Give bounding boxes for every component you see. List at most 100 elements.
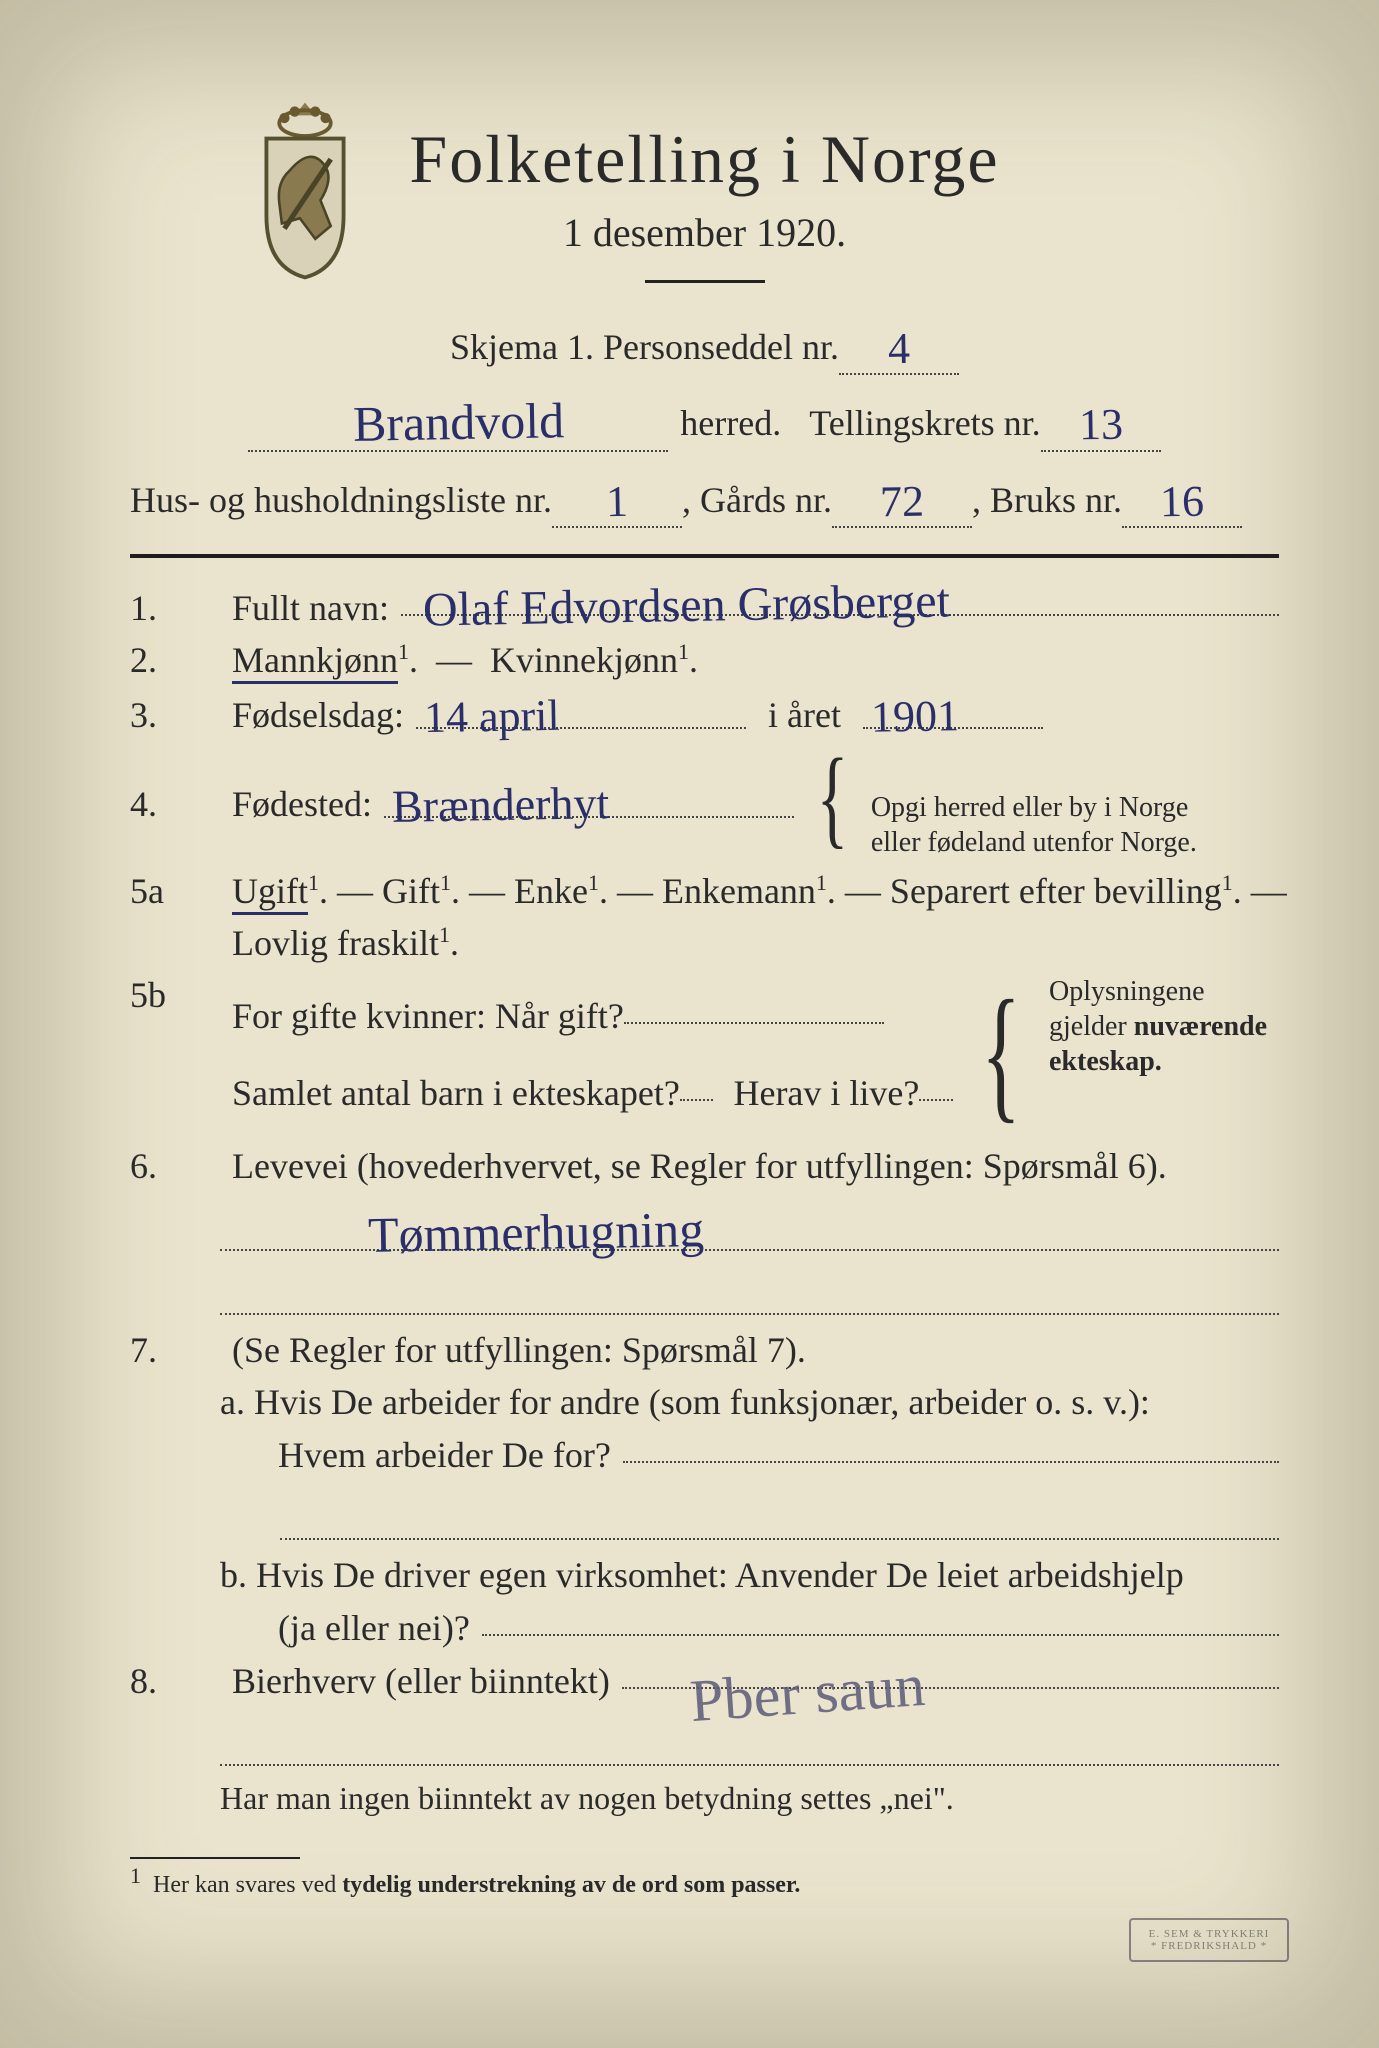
q2-opt-mann: Mannkjønn	[232, 640, 398, 684]
herred-line: Brandvold herred. Tellingskrets nr. 13	[130, 389, 1279, 457]
footnote: 1 Her kan svares ved tydelig understrekn…	[130, 1863, 1279, 1899]
q6-field-1: Tømmerhugning	[220, 1203, 1279, 1251]
q5b-line2: Samlet antal barn i ekteskapet? Herav i …	[232, 1059, 953, 1127]
q5b-line2-pre: Samlet antal barn i ekteskapet?	[232, 1059, 680, 1127]
q8-label: Bierhverv (eller biinntekt)	[232, 1660, 610, 1702]
gards-field: 72	[832, 466, 972, 534]
husliste-value: 1	[598, 479, 637, 524]
q3-year-field: 1901	[863, 691, 1043, 735]
q5b-num: 5b	[130, 974, 220, 1016]
q5a-ugift: Ugift	[232, 871, 308, 915]
header-rule	[130, 554, 1279, 558]
header: Folketelling i Norge 1 desember 1920. Sk…	[130, 120, 1279, 534]
q4-row: 4. Fødested: Brænderhyt { Opgi herred el…	[130, 746, 1279, 860]
q6-row: 6. Levevei (hovederhvervet, se Regler fo…	[130, 1145, 1279, 1187]
q6-num: 6.	[130, 1145, 220, 1187]
q5a-num: 5a	[130, 870, 220, 912]
q3-daymonth-field: 14 april	[416, 691, 746, 735]
husliste-field: 1	[552, 466, 682, 534]
q7b-row2: (ja eller nei)?	[220, 1606, 1279, 1649]
q3-row: 3. Fødselsdag: 14 april i året 1901	[130, 691, 1279, 736]
personseddel-nr-value: 4	[880, 327, 919, 372]
q2-options: Mannkjønn1. — Kvinnekjønn1.	[232, 639, 698, 681]
stamp-line1: E. SEM & TRYKKERI	[1131, 1928, 1287, 1940]
printer-stamp: E. SEM & TRYKKERI * FREDRIKSHALD *	[1129, 1918, 1289, 1962]
q7a-line2: Hvem arbeider De for?	[278, 1434, 611, 1476]
tellingskrets-value: 13	[1070, 403, 1131, 448]
personseddel-nr-field: 4	[839, 313, 959, 381]
q5b-row: 5b For gifte kvinner: Når gift? Samlet a…	[130, 974, 1279, 1135]
q3-year: 1901	[863, 694, 968, 740]
q5b-live-field	[919, 1071, 953, 1105]
q7a-pre: a. Hvis De arbeider for andre (som funks…	[220, 1381, 1150, 1423]
q4-num: 4.	[130, 783, 220, 825]
bruks-label: , Bruks nr.	[972, 466, 1122, 534]
q7-num: 7.	[130, 1329, 220, 1371]
q7a-row2: Hvem arbeider De for?	[220, 1433, 1279, 1476]
title-divider	[645, 280, 765, 283]
herred-value: Brandvold	[344, 395, 572, 449]
q7a-field-2	[280, 1492, 1279, 1540]
q1-row: 1. Fullt navn: Olaf Edvordsen Grøsberget	[130, 586, 1279, 629]
q1-value: Olaf Edvordsen Grøsberget	[415, 577, 959, 634]
husliste-label: Hus- og husholdningsliste nr.	[130, 466, 552, 534]
q5a-row: 5a Ugift1. — Gift1. — Enke1. — Enkemann1…	[130, 870, 1279, 912]
q7b-pre: b. Hvis De driver egen virksomhet: Anven…	[220, 1554, 1184, 1596]
q4-sidenote-1: Opgi herred eller by i Norge	[871, 792, 1189, 823]
coat-of-arms-icon	[240, 100, 370, 280]
gards-label: , Gårds nr.	[682, 466, 832, 534]
q4-label: Fødested:	[232, 783, 372, 825]
q6-label: Levevei (hovederhvervet, se Regler for u…	[232, 1145, 1167, 1187]
tellingskrets-label: Tellingskrets nr.	[809, 389, 1040, 457]
schema-label: Skjema 1. Personseddel nr.	[450, 313, 839, 381]
q4-value: Brænderhyt	[384, 780, 618, 830]
census-form-page: Folketelling i Norge 1 desember 1920. Sk…	[0, 0, 1379, 2048]
tellingskrets-field: 13	[1041, 389, 1161, 457]
q6-value: Tømmerhugning	[360, 1204, 713, 1260]
q5b-sn-2: gjelder nuværende	[1049, 1011, 1267, 1042]
q5a-options: Ugift1. — Gift1. — Enke1. — Enkemann1. —…	[232, 870, 1287, 912]
q5a-lovlig: Lovlig fraskilt1.	[232, 922, 459, 964]
q8-num: 8.	[130, 1660, 220, 1702]
q8-field-2	[220, 1718, 1279, 1766]
q6-field-2	[220, 1267, 1279, 1315]
q3-daymonth: 14 april	[416, 694, 568, 741]
q4-sidenote-2: eller fødeland utenfor Norge.	[871, 827, 1197, 858]
q5a-gift: Gift	[382, 871, 440, 911]
q7b-row: b. Hvis De driver egen virksomhet: Anven…	[220, 1554, 1279, 1596]
q2-row: 2. Mannkjønn1. — Kvinnekjønn1.	[130, 639, 1279, 681]
q3-mid: i året	[768, 694, 841, 736]
q5b-line2-mid: Herav i live?	[733, 1059, 919, 1127]
q1-field: Olaf Edvordsen Grøsberget	[401, 586, 1279, 620]
q5a-row2: Lovlig fraskilt1.	[130, 922, 1279, 964]
q2-opt-kvinne: Kvinnekjønn	[490, 640, 678, 680]
q8-row: 8. Bierhverv (eller biinntekt) Pber saun	[130, 1659, 1279, 1702]
q3-num: 3.	[130, 694, 220, 736]
brace-icon: {	[817, 764, 849, 830]
q8-note-row: Har man ingen biinntekt av nogen betydni…	[220, 1780, 1279, 1817]
husliste-line: Hus- og husholdningsliste nr. 1 , Gårds …	[130, 466, 1279, 534]
schema-line: Skjema 1. Personseddel nr. 4	[130, 313, 1279, 381]
q4-sidenote: Opgi herred eller by i Norge eller fødel…	[871, 790, 1197, 860]
q5b-barn-field	[680, 1071, 714, 1105]
q5a-separert: Separert efter bevilling	[890, 871, 1222, 911]
q7b-line2: (ja eller nei)?	[278, 1607, 470, 1649]
q3-label: Fødselsdag:	[232, 694, 404, 736]
q5b-body: For gifte kvinner: Når gift? Samlet anta…	[232, 974, 953, 1135]
q5a-enke: Enke	[514, 871, 588, 911]
q5b-line1: For gifte kvinner: Når gift?	[232, 982, 953, 1050]
footnote-rule	[130, 1857, 300, 1859]
brace-icon: {	[981, 1008, 1021, 1098]
q7-row: 7. (Se Regler for utfyllingen: Spørsmål …	[130, 1329, 1279, 1371]
q1-label: Fullt navn:	[232, 587, 389, 629]
q5b-line1-pre: For gifte kvinner: Når gift?	[232, 982, 624, 1050]
q5b-sn-1: Oplysningene	[1049, 976, 1205, 1007]
q8-note: Har man ingen biinntekt av nogen betydni…	[220, 1780, 954, 1817]
q5b-sidenote: Oplysningene gjelder nuværende ekteskap.	[1049, 974, 1279, 1079]
q1-num: 1.	[130, 587, 220, 629]
q7-label: (Se Regler for utfyllingen: Spørsmål 7).	[232, 1329, 806, 1371]
q7a-field	[623, 1433, 1279, 1467]
q7a-row: a. Hvis De arbeider for andre (som funks…	[220, 1381, 1279, 1423]
footnote-text: Her kan svares ved tydelig understreknin…	[153, 1872, 800, 1898]
footnote-marker: 1	[130, 1863, 141, 1888]
